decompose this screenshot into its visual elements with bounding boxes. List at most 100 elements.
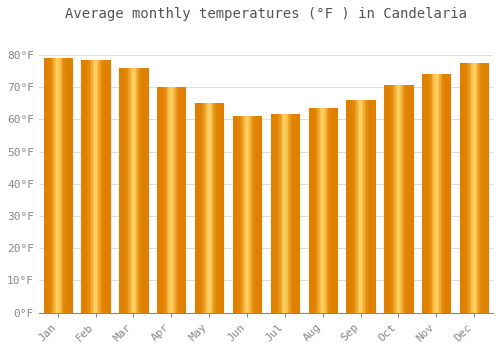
Bar: [426, 74, 428, 313]
Bar: [162, 87, 163, 313]
Bar: [464, 63, 466, 313]
Bar: [364, 100, 365, 313]
Bar: [411, 85, 412, 313]
Bar: [460, 63, 462, 313]
Bar: [135, 68, 136, 313]
Bar: [145, 68, 146, 313]
Bar: [195, 103, 196, 313]
Bar: [308, 108, 310, 313]
Bar: [274, 114, 275, 313]
Bar: [84, 60, 86, 313]
Bar: [68, 58, 69, 313]
Bar: [181, 87, 182, 313]
Bar: [48, 58, 49, 313]
Bar: [482, 63, 484, 313]
Bar: [100, 60, 102, 313]
Bar: [65, 58, 66, 313]
Bar: [310, 108, 312, 313]
Bar: [394, 85, 396, 313]
Bar: [125, 68, 126, 313]
Bar: [196, 103, 198, 313]
Bar: [444, 74, 445, 313]
Bar: [106, 60, 107, 313]
Bar: [182, 87, 184, 313]
Bar: [124, 68, 125, 313]
Bar: [200, 103, 202, 313]
Bar: [98, 60, 100, 313]
Bar: [448, 74, 449, 313]
Bar: [470, 63, 472, 313]
Bar: [134, 68, 135, 313]
Bar: [86, 60, 87, 313]
Bar: [177, 87, 178, 313]
Bar: [402, 85, 404, 313]
Bar: [476, 63, 477, 313]
Bar: [139, 68, 140, 313]
Bar: [92, 60, 94, 313]
Bar: [237, 116, 238, 313]
Bar: [400, 85, 402, 313]
Bar: [138, 68, 139, 313]
Bar: [130, 68, 132, 313]
Bar: [257, 116, 258, 313]
Bar: [180, 87, 181, 313]
Bar: [66, 58, 68, 313]
Bar: [214, 103, 215, 313]
Bar: [388, 85, 390, 313]
Bar: [199, 103, 200, 313]
Bar: [424, 74, 425, 313]
Bar: [129, 68, 130, 313]
Bar: [278, 114, 279, 313]
Bar: [282, 114, 284, 313]
Bar: [356, 100, 358, 313]
Bar: [392, 85, 394, 313]
Bar: [316, 108, 317, 313]
Bar: [60, 58, 62, 313]
Bar: [70, 58, 72, 313]
Bar: [425, 74, 426, 313]
Bar: [220, 103, 222, 313]
Bar: [215, 103, 216, 313]
Bar: [362, 100, 364, 313]
Bar: [128, 68, 129, 313]
Bar: [279, 114, 280, 313]
Title: Average monthly temperatures (°F ) in Candelaria: Average monthly temperatures (°F ) in Ca…: [65, 7, 467, 21]
Bar: [174, 87, 176, 313]
Bar: [410, 85, 411, 313]
Bar: [244, 116, 246, 313]
Bar: [146, 68, 148, 313]
Bar: [428, 74, 429, 313]
Bar: [275, 114, 276, 313]
Bar: [163, 87, 164, 313]
Bar: [164, 87, 166, 313]
Bar: [438, 74, 439, 313]
Bar: [96, 60, 97, 313]
Bar: [46, 58, 48, 313]
Bar: [90, 60, 92, 313]
Bar: [429, 74, 430, 313]
Bar: [366, 100, 368, 313]
Bar: [56, 58, 58, 313]
Bar: [326, 108, 327, 313]
Bar: [198, 103, 199, 313]
Bar: [374, 100, 375, 313]
Bar: [360, 100, 362, 313]
Bar: [292, 114, 294, 313]
Bar: [172, 87, 174, 313]
Bar: [55, 58, 56, 313]
Bar: [314, 108, 316, 313]
Bar: [386, 85, 387, 313]
Bar: [50, 58, 52, 313]
Bar: [449, 74, 450, 313]
Bar: [474, 63, 476, 313]
Bar: [284, 114, 285, 313]
Bar: [238, 116, 240, 313]
Bar: [178, 87, 180, 313]
Bar: [330, 108, 331, 313]
Bar: [404, 85, 406, 313]
Bar: [463, 63, 464, 313]
Bar: [107, 60, 108, 313]
Bar: [102, 60, 104, 313]
Bar: [445, 74, 446, 313]
Bar: [432, 74, 434, 313]
